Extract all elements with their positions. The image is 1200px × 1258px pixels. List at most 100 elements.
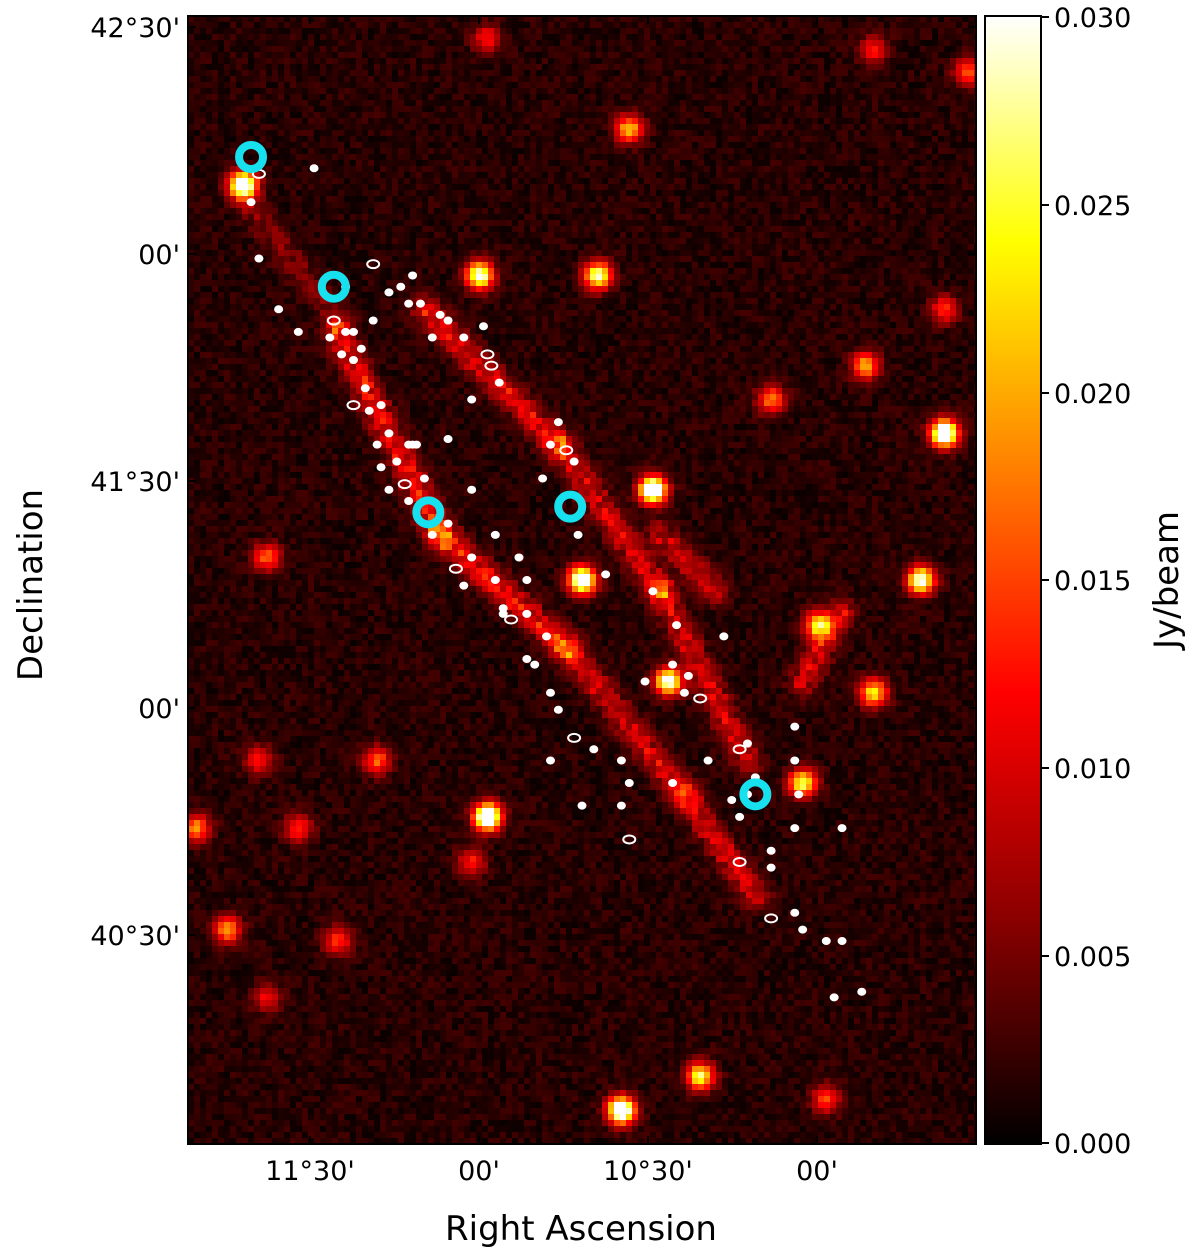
colorbar-tick-label: 0.005 — [1054, 942, 1131, 973]
cyan-marker-ring — [739, 778, 772, 811]
cyan-marker-ring — [317, 270, 350, 303]
white-contour — [498, 609, 508, 618]
white-contour — [545, 756, 555, 765]
white-contour — [448, 563, 463, 574]
white-contour — [360, 384, 370, 393]
colorbar-tick-label: 0.020 — [1054, 379, 1131, 410]
white-contour — [404, 440, 414, 449]
white-contour — [522, 576, 532, 584]
white-contour — [368, 316, 378, 325]
x-tick-label: 00' — [458, 1156, 500, 1187]
white-contour — [376, 401, 386, 410]
white-contour — [479, 322, 488, 331]
white-contour — [790, 824, 800, 833]
white-contour — [794, 790, 804, 799]
white-contour — [522, 654, 532, 663]
white-contour — [616, 801, 626, 810]
x-axis: 11°30' 00' 10°30' 00' Right Ascension — [265, 16, 838, 1249]
white-contour — [530, 660, 540, 669]
colorbar: 0.030 0.025 0.020 0.015 0.010 0.005 0.00… — [984, 3, 1187, 1160]
white-contour — [798, 925, 808, 934]
white-contour — [364, 406, 374, 415]
white-contour — [490, 530, 500, 539]
white-contour — [435, 310, 445, 319]
white-contour — [459, 581, 469, 590]
white-contour — [601, 570, 611, 579]
white-contour — [396, 282, 406, 291]
white-contour — [443, 519, 453, 528]
white-contour — [553, 418, 563, 427]
colorbar-tick-label: 0.010 — [1054, 754, 1131, 785]
x-tick-label: 00' — [796, 1156, 838, 1187]
white-contour — [553, 705, 563, 714]
colorbar-tick-label: 0.000 — [1054, 1129, 1131, 1160]
y-tick-label: 42°30' — [90, 13, 180, 44]
colorbar-gradient — [984, 15, 1042, 1145]
cyan-markers-layer — [235, 141, 772, 811]
y-axis-title: Declination — [11, 489, 51, 681]
white-contour — [790, 908, 800, 917]
white-contour — [735, 812, 745, 821]
plot-frame — [187, 15, 977, 1145]
white-contour — [246, 198, 256, 207]
white-contour — [467, 395, 477, 404]
x-axis-title: Right Ascension — [445, 1209, 717, 1249]
white-contour — [348, 327, 358, 336]
white-contour — [404, 299, 414, 308]
heatmap-plot-area — [187, 15, 977, 1145]
white-contour — [372, 440, 382, 449]
white-contour — [569, 457, 579, 466]
white-contour — [443, 435, 453, 443]
white-contour — [392, 457, 402, 466]
white-contour — [545, 688, 555, 697]
white-contour — [514, 553, 524, 562]
white-contour — [348, 356, 358, 365]
white-contour — [397, 479, 412, 490]
white-contour — [415, 299, 425, 308]
white-contour — [467, 485, 477, 494]
white-contour — [254, 254, 264, 263]
colorbar-tick-label: 0.015 — [1054, 566, 1131, 597]
white-contour — [573, 530, 583, 539]
white-contour — [326, 315, 341, 326]
white-contour — [648, 587, 658, 596]
colorbar-title: Jy/beam — [1147, 511, 1187, 651]
white-contour — [542, 632, 552, 641]
white-contour — [404, 497, 414, 506]
white-contour — [622, 834, 637, 845]
white-contour — [427, 333, 437, 342]
white-contour — [309, 164, 319, 173]
white-contour — [408, 271, 418, 280]
white-contour — [384, 485, 394, 494]
white-contour — [443, 316, 453, 325]
white-contour — [732, 744, 747, 755]
white-contour — [683, 671, 693, 680]
white-contour — [764, 913, 779, 924]
white-contour — [837, 824, 847, 833]
white-contour — [346, 400, 361, 411]
white-contours-layer — [246, 164, 867, 1002]
heatmap-image — [188, 16, 976, 1144]
white-contour — [766, 846, 776, 855]
white-contour — [790, 722, 800, 731]
y-axis: 42°30' 00' 41°30' 00' 40°30' Declination — [11, 13, 976, 952]
colorbar-tick-label: 0.025 — [1054, 191, 1131, 222]
white-contour — [703, 756, 713, 765]
white-contour — [522, 609, 532, 618]
white-contour — [640, 677, 650, 686]
white-contour — [366, 259, 381, 270]
white-contour — [494, 378, 504, 387]
white-contour — [490, 576, 500, 584]
colorbar-tick-label: 0.030 — [1054, 3, 1131, 34]
white-contour — [480, 349, 495, 360]
white-contour — [829, 993, 839, 1002]
white-contour — [467, 553, 477, 562]
white-contour — [577, 801, 587, 810]
white-contour — [742, 739, 752, 748]
white-contour — [589, 745, 599, 754]
white-contour — [616, 756, 626, 765]
white-contour — [719, 632, 729, 641]
white-contour — [857, 987, 867, 996]
y-tick-label: 00' — [138, 240, 180, 271]
